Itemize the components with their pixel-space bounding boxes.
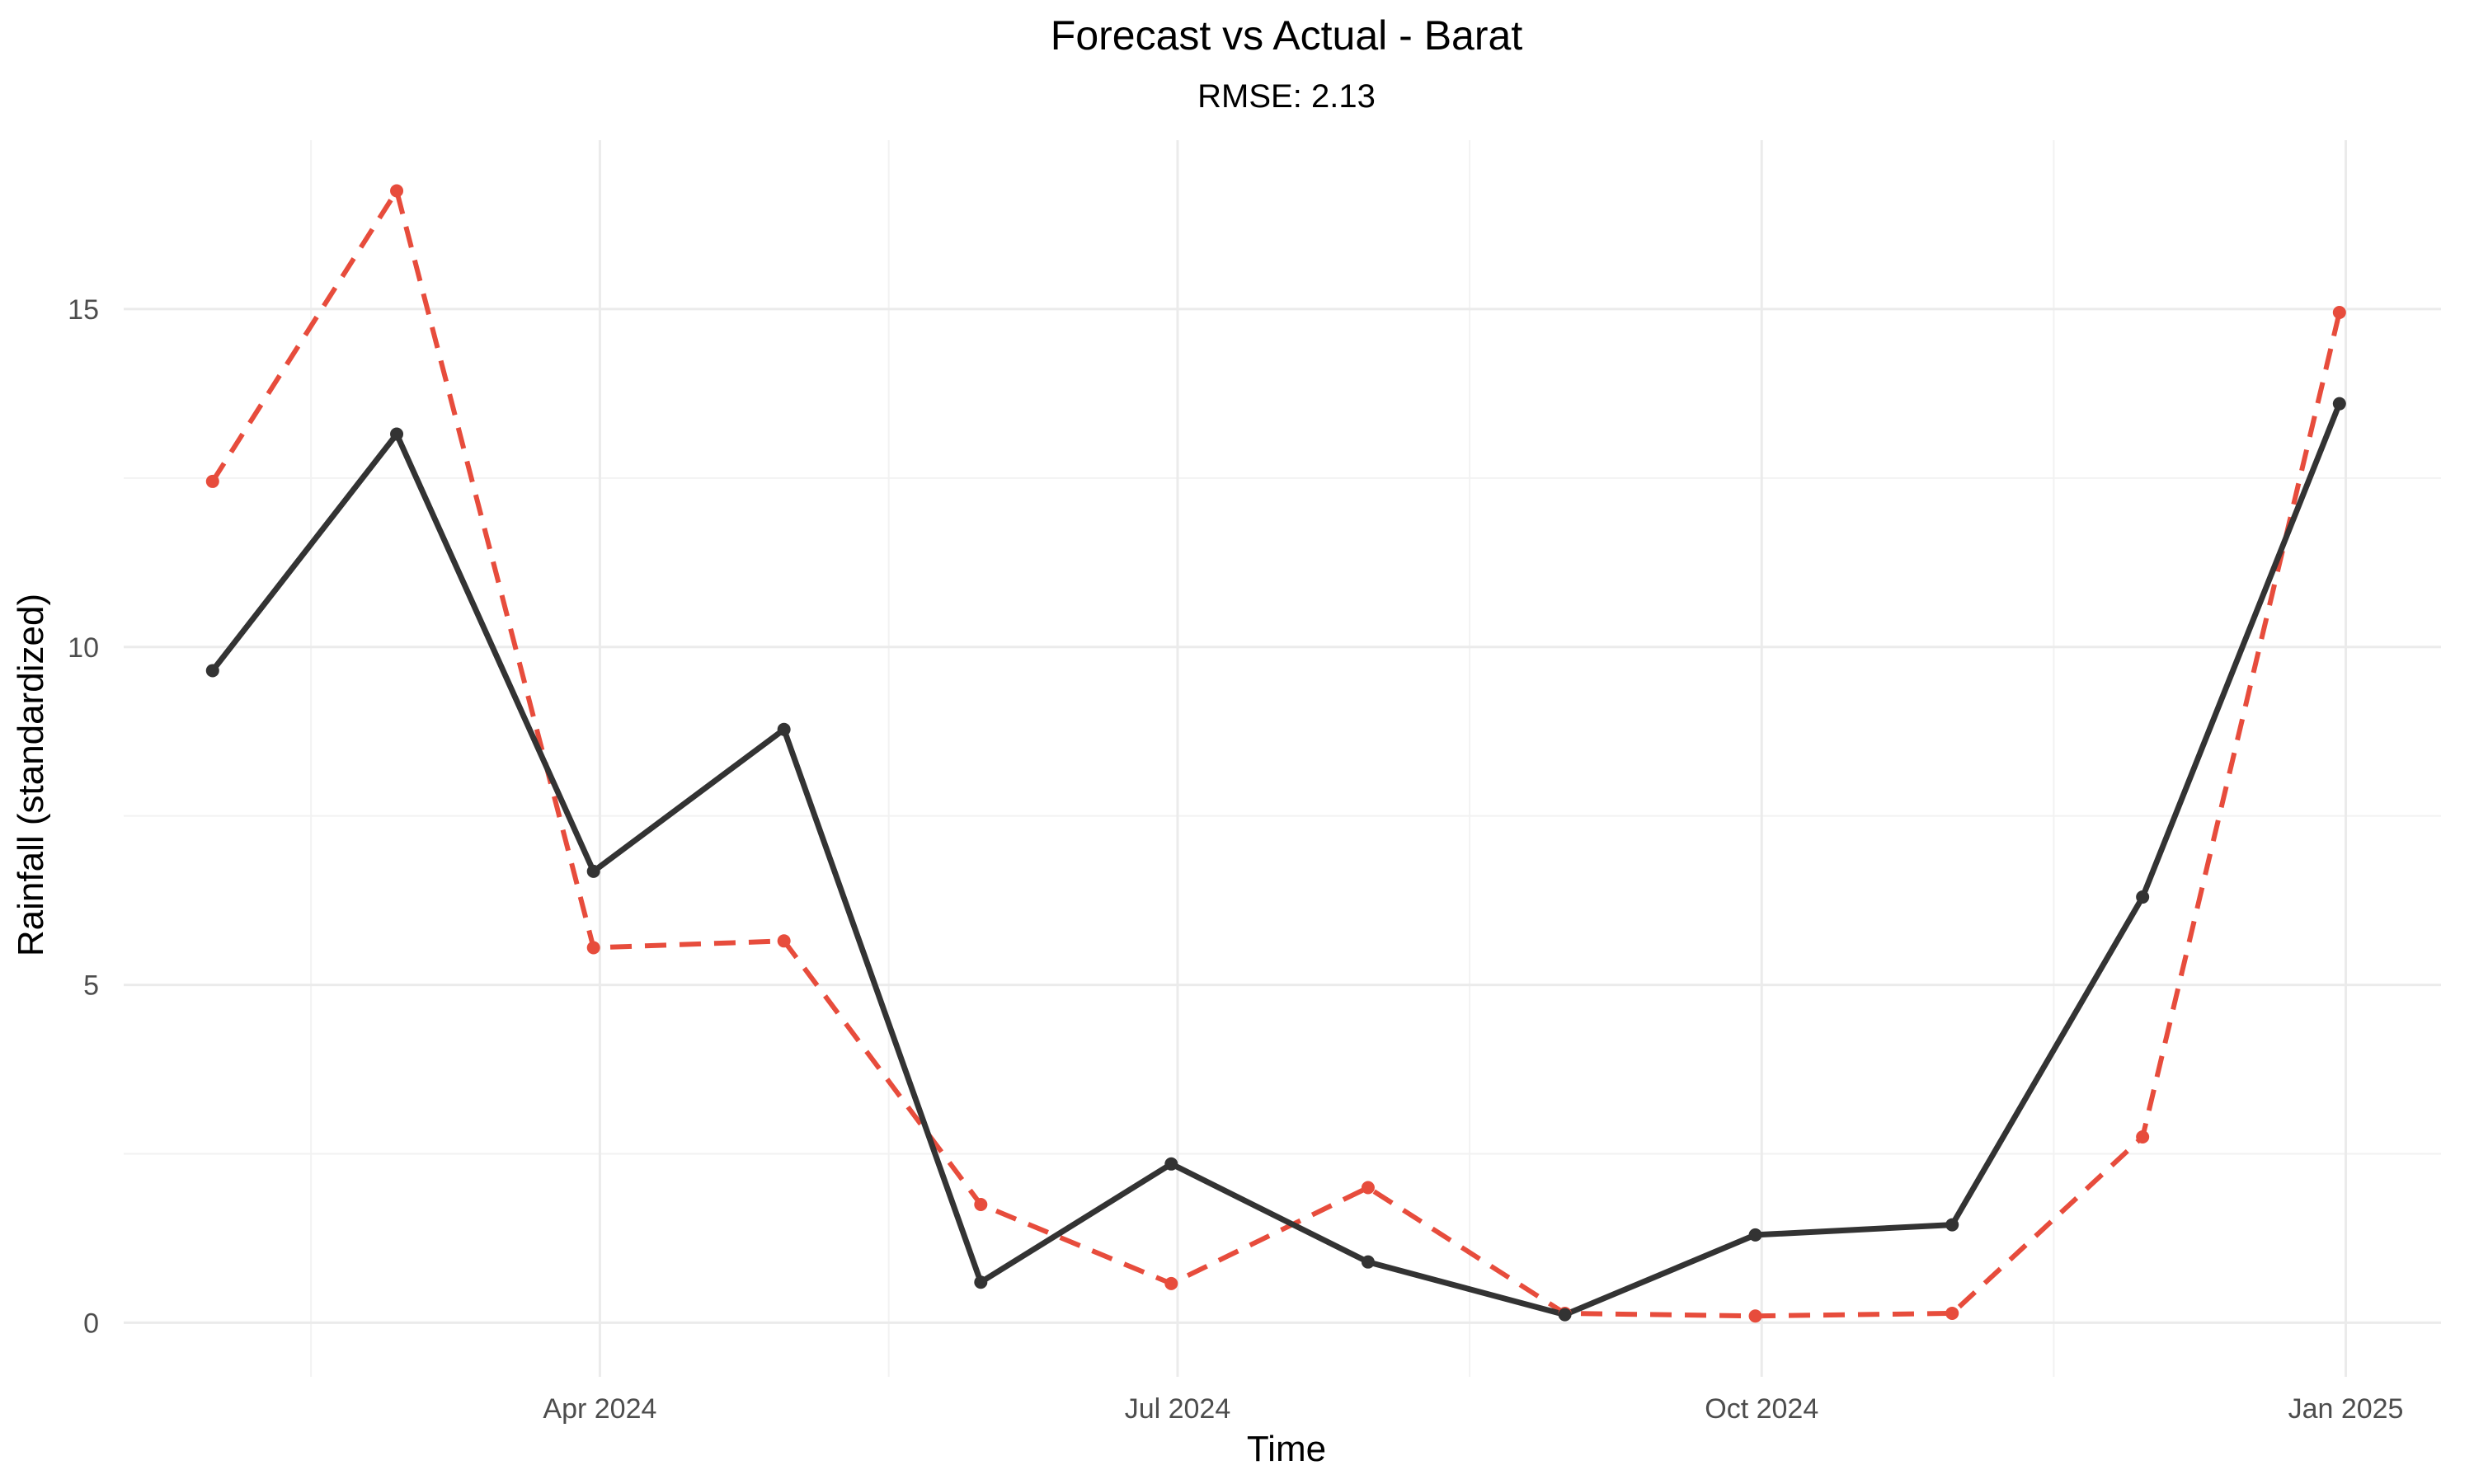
series-0-point: [777, 934, 791, 948]
series-1-point: [390, 427, 404, 441]
series-1-point: [2136, 890, 2150, 904]
series-0-point: [205, 474, 219, 488]
tick-labels: 0 5 10 15 Apr 2024 Jul 2024 Oct 2024 Jan 2025: [68, 294, 2403, 1425]
series-points: [205, 184, 2346, 1323]
series-0-point: [1361, 1181, 1375, 1195]
series-0-point: [2332, 306, 2346, 320]
series-1-point: [2332, 397, 2346, 411]
series-0-point: [586, 941, 600, 955]
series-0-point: [1748, 1309, 1762, 1323]
series-1-point: [1361, 1255, 1375, 1269]
y-tick-label: 0: [83, 1308, 99, 1339]
grid-lines: [124, 140, 2441, 1377]
series-1-line: [210, 402, 2343, 1318]
series-lines: [210, 188, 2343, 1319]
series-1-point: [1945, 1218, 1959, 1232]
y-axis-title: Rainfall (standardized): [11, 594, 51, 956]
chart-subtitle: RMSE: 2.13: [1197, 78, 1376, 115]
x-tick-label: Jan 2025: [2288, 1393, 2404, 1425]
x-tick-label: Oct 2024: [1705, 1393, 1818, 1425]
series-1-point: [974, 1275, 988, 1289]
series-0-point: [2136, 1130, 2150, 1144]
series-1-point: [777, 722, 791, 736]
series-1-point: [1164, 1157, 1178, 1171]
y-tick-label: 10: [68, 632, 99, 664]
series-1-point: [1558, 1308, 1572, 1322]
chart-title: Forecast vs Actual - Barat: [1051, 12, 1523, 59]
series-0-point: [390, 184, 404, 198]
series-1-point: [1748, 1228, 1762, 1242]
series-1-point: [205, 664, 219, 678]
y-tick-label: 5: [83, 970, 99, 1002]
x-axis-title: Time: [1247, 1429, 1326, 1469]
series-0-point: [1164, 1276, 1178, 1290]
series-1-point: [586, 864, 600, 878]
series-0-point: [1945, 1306, 1959, 1320]
y-tick-label: 15: [68, 294, 99, 326]
x-tick-label: Jul 2024: [1125, 1393, 1231, 1425]
x-tick-label: Apr 2024: [543, 1393, 656, 1425]
series-0-point: [974, 1197, 988, 1211]
